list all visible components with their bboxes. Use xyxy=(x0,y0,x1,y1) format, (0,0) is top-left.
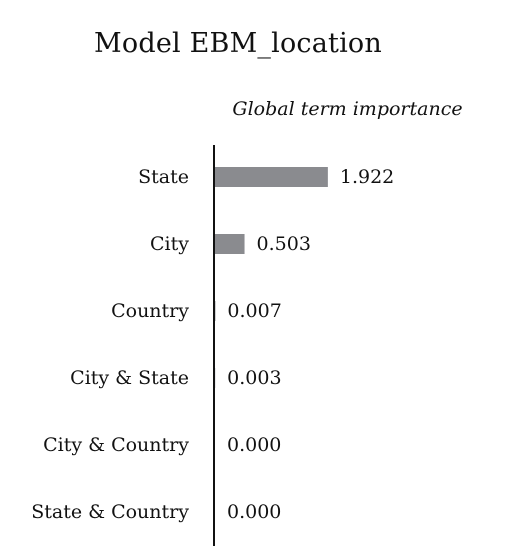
category-label-1: City xyxy=(150,233,189,255)
chart-subtitle: Global term importance xyxy=(232,98,463,120)
value-label-2: 0.007 xyxy=(227,300,281,322)
category-label-0: State xyxy=(138,166,189,188)
value-label-4: 0.000 xyxy=(227,434,281,456)
value-label-5: 0.000 xyxy=(227,501,281,523)
bars-group xyxy=(215,167,328,388)
category-labels-group: State City Country City & State City & Count… xyxy=(31,166,189,523)
category-label-4: City & Country xyxy=(43,434,189,456)
value-label-1: 0.503 xyxy=(257,233,311,255)
bar-0 xyxy=(215,167,328,187)
value-label-3: 0.003 xyxy=(227,367,281,389)
category-label-5: State & Country xyxy=(31,501,189,523)
category-label-2: Country xyxy=(111,300,189,322)
chart-title: Model EBM_location xyxy=(94,28,382,59)
category-label-3: City & State xyxy=(70,367,189,389)
value-labels-group: 1.922 0.503 0.007 0.003 0.000 0.000 xyxy=(227,166,394,523)
bar-1 xyxy=(215,234,245,254)
value-label-0: 1.922 xyxy=(340,166,394,188)
